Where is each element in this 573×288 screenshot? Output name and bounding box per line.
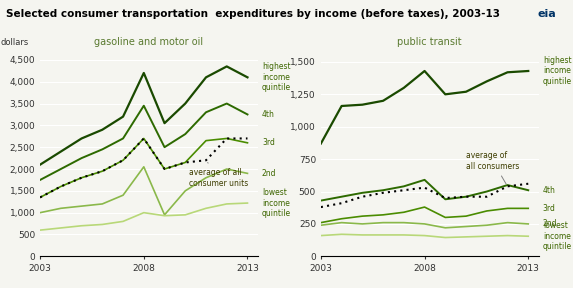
Text: lowest
income
quintile: lowest income quintile bbox=[262, 188, 291, 218]
Title: public transit: public transit bbox=[398, 37, 462, 47]
Text: dollars: dollars bbox=[1, 38, 29, 47]
Text: Selected consumer transportation  expenditures by income (before taxes), 2003-13: Selected consumer transportation expendi… bbox=[6, 9, 500, 19]
Text: lowest
income
quintile: lowest income quintile bbox=[543, 221, 572, 251]
Text: 2nd: 2nd bbox=[543, 219, 558, 228]
Text: highest
income
quintile: highest income quintile bbox=[543, 56, 572, 86]
Text: 4th: 4th bbox=[543, 186, 556, 195]
Text: average of
all consumers: average of all consumers bbox=[466, 151, 519, 184]
Text: 3rd: 3rd bbox=[262, 138, 275, 147]
Text: highest
income
quintile: highest income quintile bbox=[262, 62, 291, 92]
Text: average of all
consumer units: average of all consumer units bbox=[190, 162, 249, 187]
Text: 2nd: 2nd bbox=[262, 169, 277, 178]
Title: gasoline and motor oil: gasoline and motor oil bbox=[95, 37, 203, 47]
Text: eia: eia bbox=[537, 9, 556, 19]
Text: 3rd: 3rd bbox=[543, 204, 556, 213]
Text: 4th: 4th bbox=[262, 110, 275, 119]
